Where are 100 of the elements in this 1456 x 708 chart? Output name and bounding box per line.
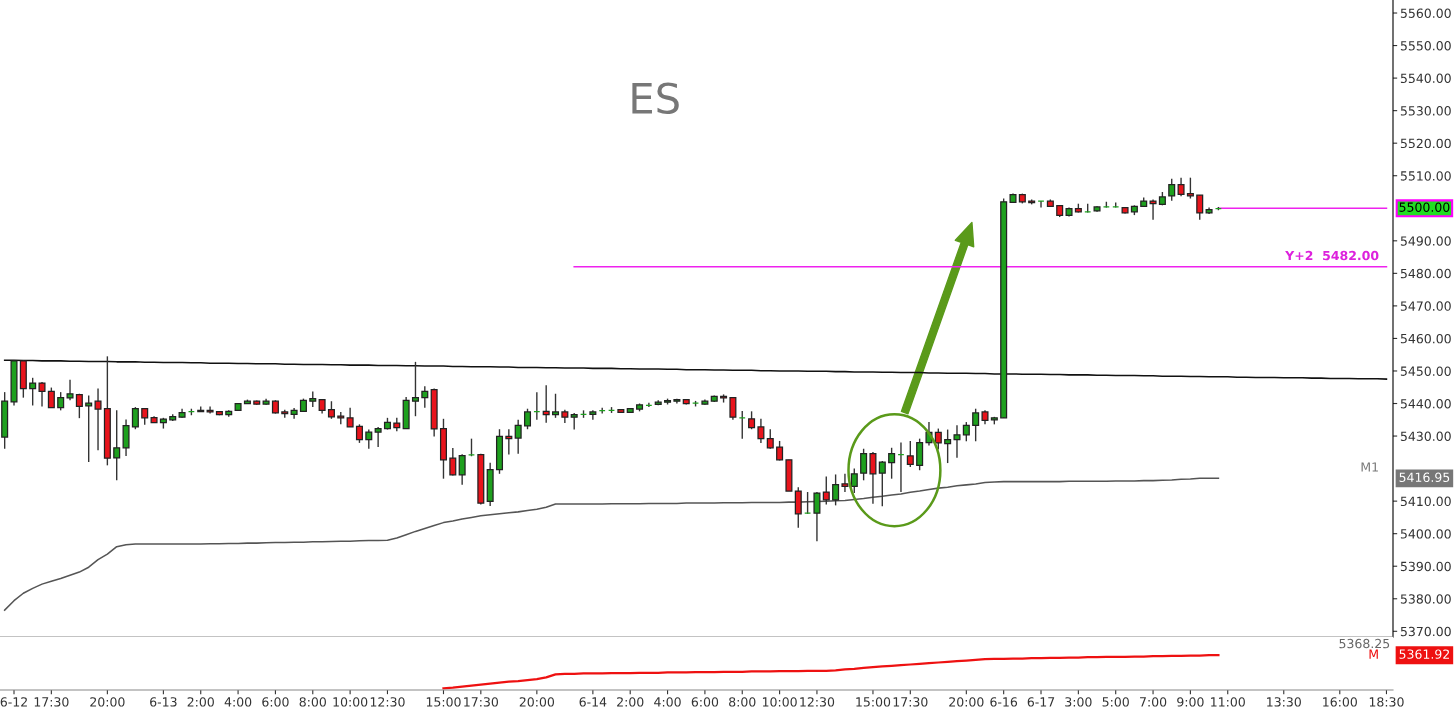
candlestick: [374, 426, 382, 448]
y-tick-label: 5410.00: [1400, 496, 1451, 507]
candlestick: [355, 423, 363, 444]
candlestick: [38, 381, 46, 408]
x-tick-label: 11:00: [1211, 697, 1245, 707]
y-tick-label: 5470.00: [1400, 301, 1451, 311]
candlestick: [131, 406, 139, 430]
x-tick-label: 12:30: [370, 697, 405, 707]
y-tick-label: 5530.00: [1400, 106, 1451, 116]
annotation: M1: [1361, 462, 1378, 472]
candlestick: [1186, 176, 1194, 200]
x-tick-label: 17:30: [464, 697, 499, 707]
candlestick: [1149, 198, 1157, 221]
candlestick: [411, 361, 419, 417]
x-tick-label: 15:00: [426, 697, 461, 707]
candlestick: [757, 418, 765, 444]
text: 5500.00: [1399, 202, 1450, 212]
candlestick: [66, 379, 74, 401]
candlestick: [962, 421, 970, 442]
x-tick-label: 4:00: [224, 697, 252, 707]
y-tick-label: 5460.00: [1400, 333, 1451, 344]
candlestick: [878, 460, 886, 508]
candlestick: [570, 412, 578, 431]
candlestick: [57, 391, 65, 412]
text: 5361.92: [1399, 649, 1450, 659]
x-tick-label: 12:30: [800, 697, 835, 707]
candlestick: [75, 393, 83, 419]
annotation: Y+2 5482.00: [1285, 250, 1379, 261]
line-series: [3, 359, 1388, 380]
x-tick-label: 8:00: [299, 697, 326, 707]
x-tick-label: 6-16: [990, 697, 1018, 707]
y-tick-label: 5510.00: [1400, 171, 1451, 181]
x-tick-label: 2:00: [617, 697, 644, 707]
candlestick: [365, 428, 373, 450]
candlestick: [888, 447, 896, 480]
candlestick: [552, 393, 560, 419]
x-tick-label: 20:00: [519, 697, 555, 707]
candlestick: [514, 419, 522, 455]
x-tick-label: 17:30: [893, 697, 928, 707]
candlestick: [934, 427, 942, 451]
x-tick-label: 7:00: [1140, 697, 1167, 707]
candlestick: [589, 409, 597, 421]
text: 5368.25: [1339, 638, 1390, 649]
candlestick: [1196, 194, 1204, 221]
y-tick-label: 5520.00: [1400, 138, 1451, 149]
text: 5416.95: [1399, 472, 1450, 482]
candlestick: [944, 428, 952, 464]
y-tick-label: 5540.00: [1400, 73, 1451, 84]
candlestick: [458, 453, 466, 486]
candlestick: [421, 385, 429, 409]
candlestick: [972, 408, 980, 442]
candlestick: [729, 396, 737, 421]
x-tick-label: 10:00: [333, 697, 368, 707]
x-tick-label: 6:00: [262, 697, 289, 707]
text: ES: [632, 82, 679, 115]
y-tick-label: 5450.00: [1400, 366, 1451, 376]
x-tick-label: 8:00: [729, 697, 756, 707]
candlestick: [505, 428, 513, 456]
candlestick: [122, 418, 130, 457]
candlestick: [29, 377, 37, 407]
candlestick: [206, 405, 214, 415]
candlestick: [832, 473, 840, 507]
x-tick-label: 20:00: [949, 697, 984, 707]
candlestick: [766, 428, 774, 450]
y-tick-label: 5560.00: [1400, 8, 1451, 18]
x-tick-label: 9:00: [1177, 697, 1204, 707]
candlestick: [542, 384, 550, 424]
x-tick-label: 10:00: [762, 697, 797, 707]
x-tick-label: 20:00: [90, 697, 125, 707]
candlestick: [47, 386, 55, 409]
candlestick: [794, 486, 802, 529]
candlestick: [841, 473, 849, 493]
x-tick-label: 16:00: [1323, 697, 1357, 707]
candlestick: [449, 447, 457, 477]
candlestick: [346, 407, 354, 428]
annotation: M: [1369, 649, 1378, 659]
y-tick-label: 5490.00: [1400, 236, 1451, 246]
y-tick-label: 5430.00: [1400, 431, 1451, 441]
line-series: [3, 477, 1220, 611]
candlestick: [94, 387, 102, 452]
x-tick-label: 6-14: [579, 697, 607, 707]
x-tick-label: 5:00: [1102, 697, 1129, 707]
y-tick-label: 5370.00: [1400, 626, 1451, 637]
y-tick-label: 5380.00: [1400, 594, 1451, 604]
y-tick-label: 5400.00: [1400, 529, 1451, 539]
candlestick: [916, 437, 924, 471]
candlestick: [906, 440, 914, 468]
x-tick-label: 6-13: [150, 697, 177, 707]
candlestick: [860, 448, 868, 482]
x-tick-label: 6-12: [0, 697, 27, 707]
candlestick: [822, 475, 830, 506]
candlestick: [1177, 176, 1185, 197]
candlestick: [869, 451, 877, 505]
candlestick: [1168, 177, 1176, 202]
candlestick: [850, 467, 858, 494]
candlestick: [523, 408, 532, 430]
x-tick-label: 4:00: [654, 697, 681, 707]
x-tick-label: 2:00: [187, 697, 214, 707]
candlestick: [113, 409, 121, 482]
candlestick: [953, 424, 961, 459]
